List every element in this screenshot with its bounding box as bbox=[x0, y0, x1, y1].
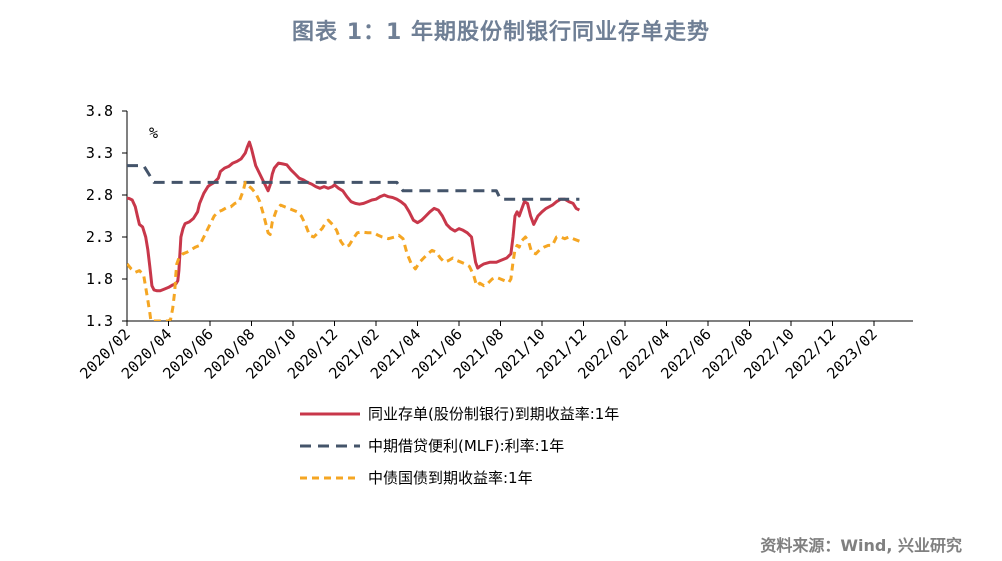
legend-label: 同业存单(股份制银行)到期收益率:1年 bbox=[368, 405, 619, 423]
chart-legend: 同业存单(股份制银行)到期收益率:1年中期借贷便利(MLF):利率:1年中债国债… bbox=[300, 405, 619, 487]
series-line-1 bbox=[127, 140, 581, 293]
series-line-3 bbox=[127, 180, 580, 321]
y-tick-label: 1.3 bbox=[86, 312, 113, 330]
legend-label: 中期借贷便利(MLF):利率:1年 bbox=[368, 437, 564, 455]
y-tick-label: 1.8 bbox=[86, 270, 113, 288]
y-tick-label: 2.8 bbox=[86, 186, 113, 204]
y-tick-label: 3.8 bbox=[86, 102, 113, 120]
chart-title: 图表 1：1 年期股份制银行同业存单走势 bbox=[292, 20, 710, 45]
chart-axes: 3.83.32.82.31.81.3%2020/022020/042020/06… bbox=[76, 102, 913, 383]
y-unit-label: % bbox=[149, 124, 158, 142]
legend-label: 中债国债到期收益率:1年 bbox=[368, 469, 533, 487]
source-note: 资料来源：Wind, 兴业研究 bbox=[760, 536, 962, 555]
chart-series bbox=[127, 140, 581, 321]
y-tick-label: 2.3 bbox=[86, 228, 113, 246]
y-tick-label: 3.3 bbox=[86, 144, 113, 162]
series-line-2 bbox=[127, 164, 580, 201]
